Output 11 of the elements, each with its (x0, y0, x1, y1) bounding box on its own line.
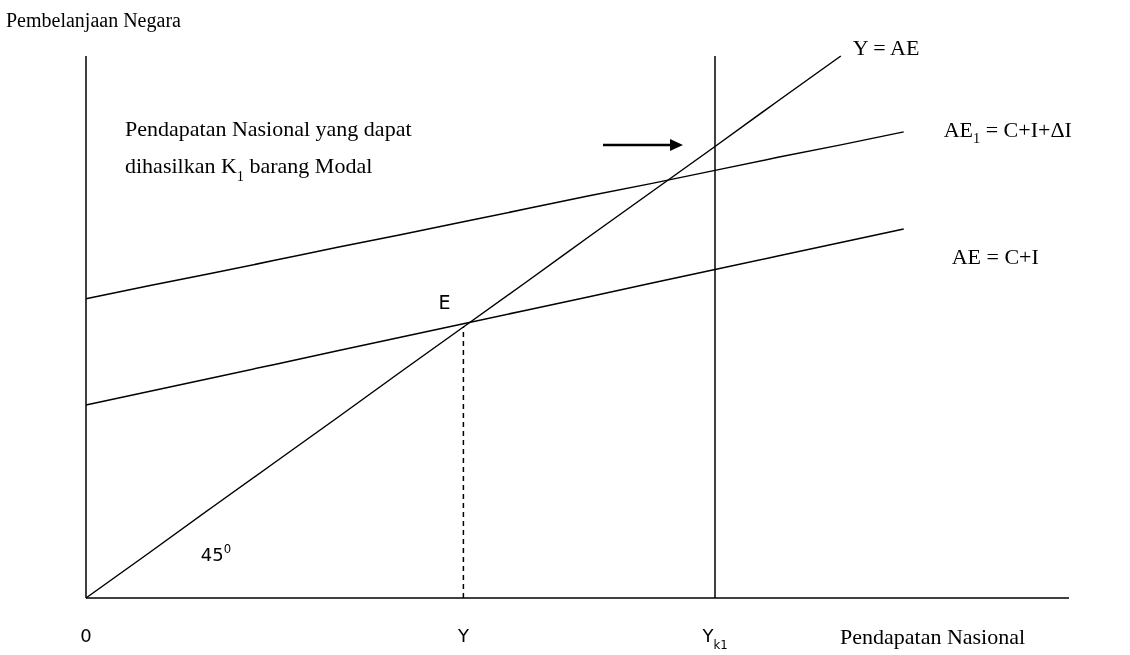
annotation: Pendapatan Nasional yang dapat dihasilkan K$_{1}$ barang Modal (125, 116, 412, 184)
annotation: E (438, 290, 451, 313)
y-axis-title: Pembelanjaan Negara (6, 9, 182, 32)
x-tick-label: 0 (80, 625, 92, 646)
series-label: Y = AE (852, 35, 920, 61)
series-label: AE$_{1}$ = C+I+ΔI (943, 116, 1072, 147)
annotation: 45$^{0}$ (200, 541, 232, 565)
x-tick-label: Y (456, 625, 470, 646)
text: AE = C+I (951, 243, 1039, 269)
x-tick-label: Y$_{k1}$ (701, 625, 728, 652)
x-axis-title: Pendapatan Nasional (840, 624, 1026, 649)
